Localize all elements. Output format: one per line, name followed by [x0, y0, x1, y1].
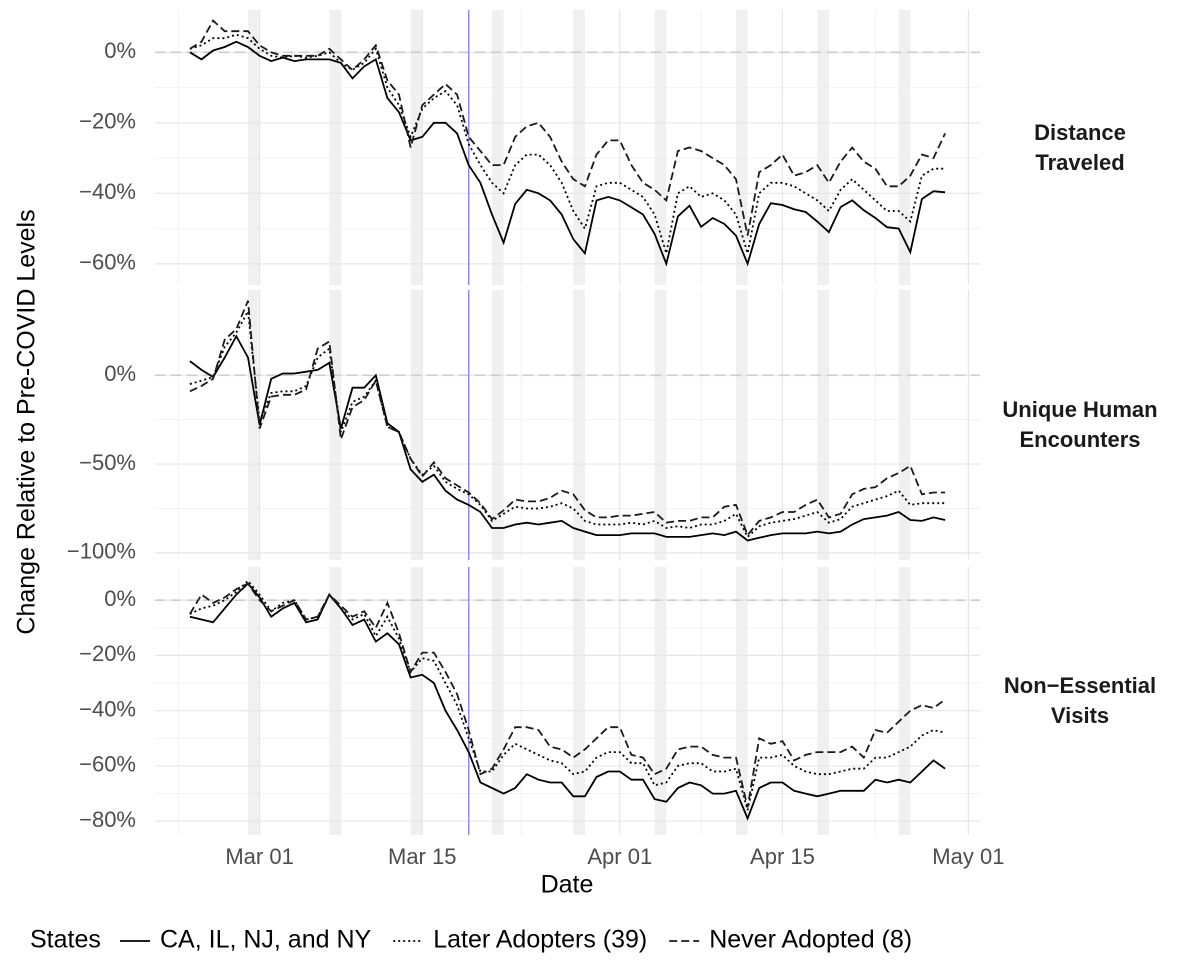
- weekend-band: [410, 10, 423, 285]
- weekend-band: [654, 10, 667, 285]
- y-axis-title: Change Relative to Pre-COVID Levels: [13, 209, 41, 634]
- series-line: [189, 582, 946, 808]
- weekend-band: [247, 10, 260, 285]
- series-line: [189, 300, 946, 537]
- y-tick-label: −40%: [79, 696, 136, 721]
- weekend-band: [329, 10, 341, 285]
- series-line: [189, 582, 946, 821]
- x-tick-label: May 01: [932, 844, 1004, 869]
- weekend-band: [817, 567, 829, 835]
- weekend-band: [573, 567, 585, 835]
- weekend-band: [735, 567, 748, 835]
- y-tick-label: 0%: [104, 38, 136, 63]
- series-line: [189, 19, 946, 236]
- weekend-band: [735, 10, 748, 285]
- weekend-band: [410, 567, 423, 835]
- weekend-band: [898, 10, 911, 285]
- weekend-band: [329, 290, 341, 560]
- y-tick-label: −80%: [79, 807, 136, 832]
- series-line: [189, 334, 946, 542]
- y-tick-label: −20%: [79, 641, 136, 666]
- weekend-band: [817, 290, 829, 560]
- weekend-band: [410, 290, 423, 560]
- facet-label: Unique Human Encounters: [1002, 397, 1158, 452]
- weekend-band: [654, 290, 667, 560]
- weekend-band: [491, 290, 504, 560]
- legend-title: States: [30, 926, 101, 954]
- x-tick-label: Apr 01: [587, 844, 652, 869]
- legend-label: CA, IL, NJ, and NY: [160, 926, 372, 954]
- weekend-band: [735, 290, 748, 560]
- weekend-band: [573, 290, 585, 560]
- x-axis-title: Date: [541, 871, 594, 899]
- weekend-band: [247, 290, 260, 560]
- series-line: [189, 33, 946, 254]
- weekend-band: [898, 290, 911, 560]
- y-tick-label: −60%: [79, 250, 136, 275]
- y-tick-label: 0%: [104, 586, 136, 611]
- facet-label: Non−Essential Visits: [1003, 673, 1157, 728]
- x-tick-label: Mar 15: [388, 844, 456, 869]
- y-tick-label: 0%: [104, 361, 136, 386]
- y-tick-label: −60%: [79, 752, 136, 777]
- x-tick-label: Mar 01: [225, 844, 293, 869]
- y-tick-label: −50%: [79, 450, 136, 475]
- legend-label: Later Adopters (39): [433, 926, 647, 954]
- facet-label: Distance Traveled: [1034, 119, 1126, 175]
- weekend-band: [898, 567, 911, 835]
- series-line: [189, 40, 946, 267]
- weekend-band: [329, 567, 341, 835]
- weekend-band: [247, 567, 260, 835]
- legend-label: Never Adopted (8): [709, 926, 912, 954]
- weekend-band: [491, 567, 504, 835]
- series-line: [189, 579, 946, 811]
- weekend-band: [573, 10, 585, 285]
- x-tick-label: Apr 15: [750, 844, 815, 869]
- weekend-band: [491, 10, 504, 285]
- series-line: [189, 308, 946, 539]
- y-tick-label: −20%: [79, 109, 136, 134]
- y-tick-label: −40%: [79, 179, 136, 204]
- weekend-band: [817, 10, 829, 285]
- weekend-band: [654, 567, 667, 835]
- y-tick-label: −100%: [67, 539, 136, 564]
